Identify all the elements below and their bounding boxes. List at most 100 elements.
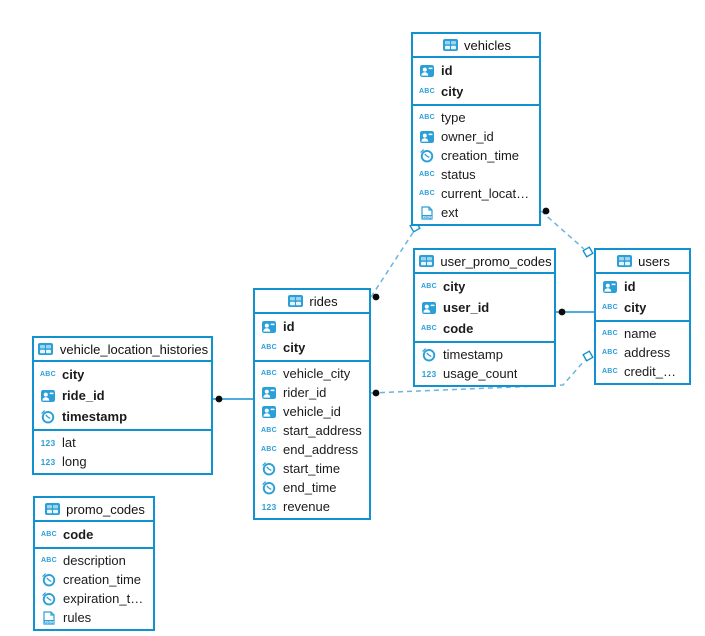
column-row-id[interactable]: id [413,60,539,81]
primary-key-section: id ABC city [413,58,539,104]
column-row-city[interactable]: ABC city [34,364,211,385]
clock-icon [418,148,436,163]
column-row-ext[interactable]: JSON ext [413,203,539,222]
abc-icon: ABC [39,371,57,378]
columns-section: 123 lat 123 long [34,429,211,473]
column-row-vehicle_id[interactable]: vehicle_id [255,402,369,421]
column-row-usage_count[interactable]: 123 usage_count [415,364,554,383]
column-row-status[interactable]: ABC status [413,165,539,184]
column-name: type [441,110,466,125]
number-icon-glyph: 123 [261,501,277,512]
column-name: code [63,527,94,542]
table-icon [43,503,61,515]
column-row-city[interactable]: ABC city [413,81,539,102]
relation-endpoint-dot [542,207,550,215]
table-header[interactable]: vehicles [413,34,539,58]
column-name: vehicle_city [283,366,351,381]
column-row-id[interactable]: id [596,276,689,297]
column-row-end_address[interactable]: ABC end_address [255,440,369,459]
abc-icon-glyph: ABC [260,370,278,377]
column-row-description[interactable]: ABC description [35,551,153,570]
column-row-creation_time[interactable]: creation_time [35,570,153,589]
table-title: promo_codes [66,501,145,517]
column-row-ride_id[interactable]: ride_id [34,385,211,406]
table-title: vehicle_location_histories [59,341,209,357]
table-header[interactable]: vehicle_location_histories [34,338,211,362]
table-header[interactable]: users [596,250,689,274]
column-row-revenue[interactable]: 123 revenue [255,497,369,516]
abc-icon: ABC [260,446,278,453]
number-icon-glyph: 123 [40,437,56,448]
column-row-owner_id[interactable]: owner_id [413,127,539,146]
abc-icon-glyph: ABC [40,531,58,538]
id-card-icon [260,320,278,333]
column-name: revenue [283,499,330,514]
column-row-start_address[interactable]: ABC start_address [255,421,369,440]
column-name: id [624,279,636,294]
column-row-timestamp[interactable]: timestamp [415,345,554,364]
abc-icon: ABC [260,370,278,377]
column-name: id [441,63,453,78]
clock-icon [260,461,278,476]
column-name: creation_time [441,148,520,163]
column-row-creation_time[interactable]: creation_time [413,146,539,165]
column-name: ride_id [62,388,105,403]
id-card-icon [418,130,436,143]
abc-icon-glyph: ABC [40,557,58,564]
column-row-timestamp[interactable]: timestamp [34,406,211,427]
abc-icon: ABC [260,427,278,434]
number-icon: 123 [420,369,438,379]
svg-text:JSON: JSON [422,215,432,219]
column-row-id[interactable]: id [255,316,369,337]
table-node-promo_codes[interactable]: promo_codes ABC code ABC description creation… [33,496,155,631]
column-row-long[interactable]: 123 long [34,452,211,471]
column-row-type[interactable]: ABC type [413,108,539,127]
table-title: users [638,253,670,269]
abc-icon: ABC [40,557,58,564]
column-name: start_address [283,423,362,438]
column-row-lat[interactable]: 123 lat [34,433,211,452]
table-header[interactable]: rides [255,290,369,314]
column-row-end_time[interactable]: end_time [255,478,369,497]
primary-key-section: ABC code [35,522,153,547]
table-header[interactable]: user_promo_codes [415,250,554,274]
table-node-vehicles[interactable]: vehicles id ABC city ABC type owner_id creation… [411,32,541,226]
primary-key-section: ABC city ride_id timestamp [34,362,211,429]
number-icon: 123 [39,438,57,448]
column-name: city [62,367,85,382]
column-row-city[interactable]: ABC city [255,337,369,358]
column-row-code[interactable]: ABC code [415,318,554,339]
table-node-users[interactable]: users id ABC city ABC name ABC address ABC credit… [594,248,691,385]
table-header[interactable]: promo_codes [35,498,153,522]
column-row-credit_card[interactable]: ABC credit_card [596,362,689,381]
column-name: rider_id [283,385,327,400]
column-row-current_location[interactable]: ABC current_location [413,184,539,203]
column-row-name[interactable]: ABC name [596,324,689,343]
table-node-user_promo_codes[interactable]: user_promo_codes ABC city user_id ABC code tim… [413,248,556,387]
column-row-address[interactable]: ABC address [596,343,689,362]
columns-section: ABC vehicle_city rider_id vehicle_id ABC star… [255,360,369,518]
table-node-vehicle_location_histories[interactable]: vehicle_location_histories ABC city ride_id… [32,336,213,475]
column-row-start_time[interactable]: start_time [255,459,369,478]
column-name: city [441,84,464,99]
column-row-vehicle_city[interactable]: ABC vehicle_city [255,364,369,383]
id-card-icon [260,386,278,399]
column-row-user_id[interactable]: user_id [415,297,554,318]
column-row-expiration_time[interactable]: expiration_time [35,589,153,608]
column-row-rules[interactable]: JSON rules [35,608,153,627]
id-card-icon [420,301,438,314]
column-name: end_address [283,442,359,457]
relation-endpoint-diamond [582,350,594,362]
abc-icon-glyph: ABC [420,325,438,332]
column-row-rider_id[interactable]: rider_id [255,383,369,402]
column-row-city[interactable]: ABC city [596,297,689,318]
abc-icon-glyph: ABC [601,349,619,356]
abc-icon-glyph: ABC [420,283,438,290]
column-name: id [283,319,295,334]
column-name: code [443,321,474,336]
number-icon: 123 [39,457,57,467]
column-row-code[interactable]: ABC code [35,524,153,545]
column-row-city[interactable]: ABC city [415,276,554,297]
